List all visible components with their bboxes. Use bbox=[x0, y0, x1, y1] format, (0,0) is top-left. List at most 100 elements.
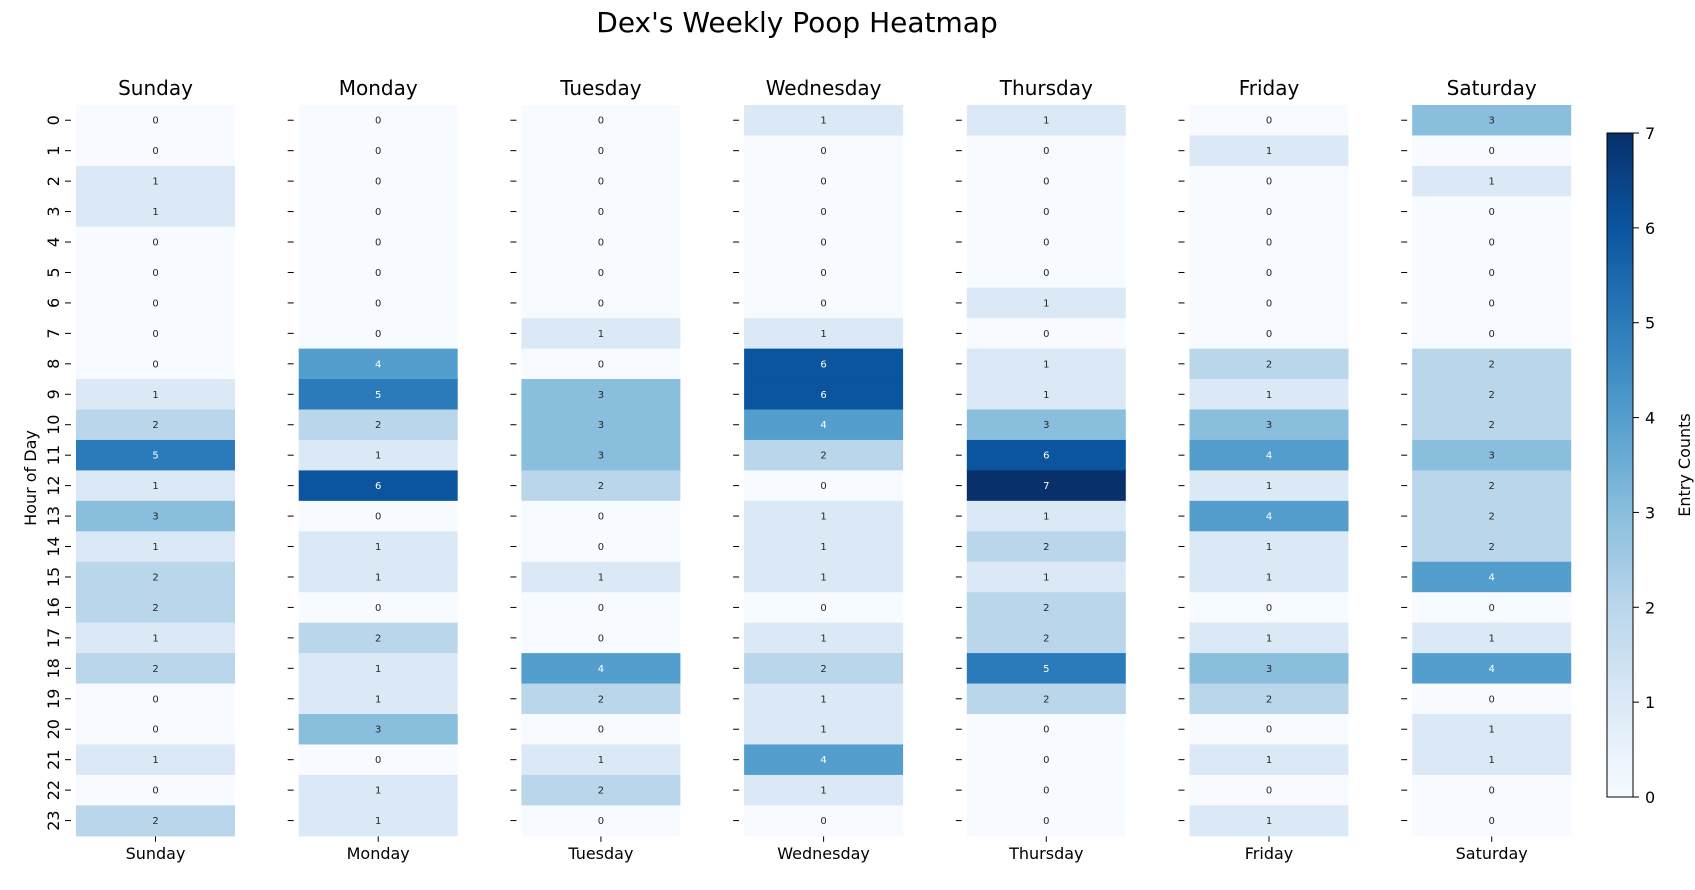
cell-value-label: 2 bbox=[152, 420, 158, 431]
cell-value-label: 0 bbox=[152, 146, 158, 157]
heatmap-cell bbox=[1189, 226, 1349, 258]
cell-value-label: 1 bbox=[1266, 390, 1272, 401]
y-tick-label: 23 bbox=[44, 810, 63, 830]
heatmap-cell bbox=[1412, 622, 1572, 654]
colorbar-tick-label: 6 bbox=[1645, 219, 1655, 238]
heatmap-cell bbox=[744, 165, 904, 197]
cell-value-label: 3 bbox=[1489, 116, 1495, 127]
cell-value-label: 1 bbox=[820, 786, 826, 797]
y-tick-label: 7 bbox=[44, 328, 63, 338]
cell-value-label: 0 bbox=[152, 329, 158, 340]
cell-value-label: 0 bbox=[820, 177, 826, 188]
cell-value-label: 2 bbox=[1489, 420, 1495, 431]
heatmap-cell bbox=[966, 348, 1126, 380]
cell-value-label: 1 bbox=[1489, 755, 1495, 766]
cell-value-label: 1 bbox=[598, 755, 604, 766]
heatmap-cell bbox=[521, 439, 681, 471]
heatmap-cell bbox=[1189, 683, 1349, 715]
heatmap-cell bbox=[744, 744, 904, 776]
heatmap-cell bbox=[521, 653, 681, 685]
cell-value-label: 0 bbox=[375, 512, 381, 523]
cell-value-label: 0 bbox=[598, 177, 604, 188]
heatmap-cell bbox=[521, 622, 681, 654]
heatmap-cell bbox=[1189, 744, 1349, 776]
cell-value-label: 0 bbox=[375, 755, 381, 766]
cell-value-label: 3 bbox=[152, 512, 158, 523]
heatmap-cell bbox=[521, 196, 681, 228]
heatmap-cell bbox=[1412, 226, 1572, 258]
cell-value-label: 1 bbox=[152, 177, 158, 188]
y-tick-label: 20 bbox=[44, 719, 63, 739]
cell-value-label: 1 bbox=[598, 572, 604, 583]
x-tick-label: Monday bbox=[347, 844, 410, 863]
heatmap-cell bbox=[298, 561, 458, 593]
day-panel: Wednesday Wednesday 1 0 0 0 0 0 0 1 6 6 4 2 0 1 1 1 0 1 2 1 1 4… bbox=[733, 76, 904, 863]
heatmap-cell bbox=[1189, 714, 1349, 746]
heatmap-cell bbox=[298, 774, 458, 806]
y-tick-label: 12 bbox=[44, 475, 63, 495]
cell-value-label: 4 bbox=[1489, 572, 1495, 583]
heatmap-cell bbox=[298, 531, 458, 563]
heatmap-cell bbox=[298, 805, 458, 837]
cell-value-label: 5 bbox=[1043, 664, 1049, 675]
heatmap-cell bbox=[1412, 805, 1572, 837]
heatmap-cell bbox=[966, 439, 1126, 471]
cell-value-label: 0 bbox=[1266, 238, 1272, 249]
heatmap-cell bbox=[521, 348, 681, 380]
cell-value-label: 0 bbox=[820, 146, 826, 157]
chart-title: Dex's Weekly Poop Heatmap bbox=[596, 6, 997, 39]
cell-value-label: 0 bbox=[598, 542, 604, 553]
heatmap-cell bbox=[1189, 409, 1349, 441]
y-tick-label: 9 bbox=[44, 389, 63, 399]
heatmap-cell bbox=[521, 683, 681, 715]
y-tick-label: 15 bbox=[44, 567, 63, 587]
cell-value-label: 0 bbox=[375, 603, 381, 614]
heatmap-cell bbox=[76, 714, 235, 746]
heatmap-cell bbox=[744, 409, 904, 441]
heatmap-cell bbox=[744, 348, 904, 380]
colorbar-tick-label: 3 bbox=[1645, 503, 1655, 522]
heatmap-cell bbox=[76, 531, 235, 563]
cell-value-label: 2 bbox=[820, 451, 826, 462]
cell-value-label: 1 bbox=[820, 542, 826, 553]
heatmap-cell bbox=[744, 592, 904, 624]
cell-value-label: 0 bbox=[1266, 116, 1272, 127]
cell-value-label: 0 bbox=[152, 116, 158, 127]
cell-value-label: 1 bbox=[820, 512, 826, 523]
colorbar-tick-label: 7 bbox=[1645, 124, 1655, 143]
heatmap-cell bbox=[521, 165, 681, 197]
cell-value-label: 0 bbox=[1489, 268, 1495, 279]
cell-value-label: 0 bbox=[152, 694, 158, 705]
cell-value-label: 0 bbox=[375, 329, 381, 340]
heatmap-cell bbox=[966, 318, 1126, 350]
cell-value-label: 0 bbox=[1043, 329, 1049, 340]
heatmap-cell bbox=[298, 318, 458, 350]
heatmap-cell bbox=[966, 287, 1126, 319]
y-tick-label: 18 bbox=[44, 658, 63, 678]
heatmap-cell bbox=[298, 500, 458, 532]
cell-value-label: 0 bbox=[1489, 816, 1495, 827]
cell-value-label: 4 bbox=[820, 420, 826, 431]
cell-value-label: 0 bbox=[598, 359, 604, 370]
heatmap-panels: SundaySunday0011000001251312212001020123… bbox=[44, 76, 1572, 863]
x-tick-label: Wednesday bbox=[777, 844, 870, 863]
heatmap-cell bbox=[76, 683, 235, 715]
heatmap-cell bbox=[76, 561, 235, 593]
cell-value-label: 1 bbox=[1266, 146, 1272, 157]
x-tick-label: Saturday bbox=[1456, 844, 1528, 863]
heatmap-cell bbox=[1412, 318, 1572, 350]
cell-value-label: 0 bbox=[820, 268, 826, 279]
heatmap-cell bbox=[1412, 379, 1572, 411]
cell-value-label: 1 bbox=[152, 633, 158, 644]
cell-value-label: 4 bbox=[1266, 451, 1272, 462]
y-tick-label: 13 bbox=[44, 506, 63, 526]
heatmap-cell bbox=[1412, 774, 1572, 806]
cell-value-label: 0 bbox=[1266, 177, 1272, 188]
heatmap-cell bbox=[521, 105, 681, 137]
heatmap-cell bbox=[966, 744, 1126, 776]
heatmap-cell bbox=[1412, 653, 1572, 685]
cell-value-label: 5 bbox=[152, 451, 158, 462]
cell-value-label: 2 bbox=[1043, 542, 1049, 553]
heatmap-cell bbox=[521, 774, 681, 806]
cell-value-label: 1 bbox=[152, 755, 158, 766]
